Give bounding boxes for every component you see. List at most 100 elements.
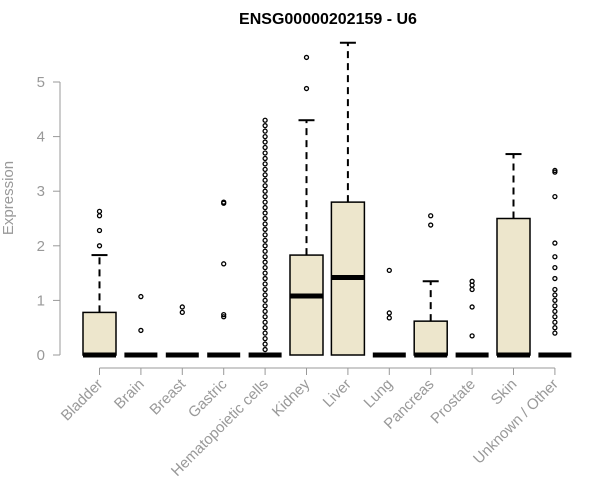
outlier-point	[303, 85, 310, 92]
chart-title: ENSG00000202159 - U6	[239, 11, 417, 28]
outlier-point	[262, 297, 268, 304]
outlier-point	[262, 226, 268, 233]
outlier-point	[469, 286, 475, 293]
box-bladder	[82, 208, 117, 358]
outlier-point	[262, 264, 268, 271]
outlier-point	[262, 199, 268, 205]
box-body	[496, 217, 531, 356]
outlier-point	[262, 346, 268, 353]
outlier-point	[552, 319, 558, 325]
outlier-point	[262, 292, 268, 298]
outlier-point	[262, 117, 268, 123]
outlier-point	[179, 309, 185, 316]
outlier-point	[262, 275, 268, 282]
outlier-point	[262, 237, 268, 243]
outlier-point	[221, 261, 227, 267]
x-tick-label: Prostate	[427, 376, 479, 428]
outlier-point	[221, 199, 227, 205]
box-hematopoietic-cells	[248, 117, 282, 358]
outlier-point	[262, 155, 268, 162]
outlier-point	[552, 297, 558, 304]
box-prostate	[455, 278, 489, 358]
outlier-point	[262, 183, 268, 189]
outlier-point	[552, 264, 558, 271]
outlier-point	[262, 194, 268, 200]
y-axis-label: Expression	[0, 161, 17, 235]
outlier-point	[262, 254, 268, 260]
outlier-point	[428, 213, 434, 219]
outlier-point	[552, 275, 558, 282]
outlier-point	[552, 325, 558, 331]
outlier-point	[262, 308, 268, 314]
outlier-point	[262, 139, 268, 145]
box-breast	[165, 304, 199, 358]
outlier-point	[96, 213, 103, 219]
boxes-group	[82, 41, 572, 358]
outlier-point	[262, 172, 268, 178]
y-tick-label: 2	[37, 238, 45, 255]
outlier-point	[96, 243, 103, 249]
outlier-point	[262, 243, 268, 249]
box-body	[289, 254, 324, 356]
outlier-point	[262, 270, 268, 276]
outlier-point	[552, 330, 558, 336]
outlier-point	[262, 133, 268, 140]
outlier-point	[262, 330, 268, 336]
outlier-point	[96, 227, 103, 234]
outlier-point	[469, 304, 475, 310]
outlier-point	[469, 278, 475, 284]
outlier-point	[552, 314, 558, 320]
x-tick-label: Lung	[361, 376, 397, 412]
box-unknown-other	[538, 167, 572, 358]
outlier-point	[262, 215, 268, 222]
outlier-point	[262, 314, 268, 320]
outlier-point	[262, 259, 268, 265]
outlier-point	[262, 188, 268, 194]
box-kidney	[289, 54, 324, 356]
outlier-point	[552, 254, 558, 260]
x-tick-label: Breast	[146, 375, 189, 418]
outlier-point	[262, 221, 268, 227]
box-skin	[496, 153, 531, 358]
outlier-point	[262, 281, 268, 287]
box-gastric	[207, 199, 241, 358]
outlier-point	[552, 240, 558, 246]
outlier-point	[262, 166, 268, 173]
outlier-point	[262, 335, 268, 342]
outlier-point	[552, 292, 558, 298]
outlier-point	[428, 222, 434, 228]
outlier-point	[262, 286, 268, 293]
outlier-point	[138, 327, 144, 334]
box-lung	[372, 267, 406, 358]
box-body	[413, 320, 448, 356]
outlier-point	[262, 150, 268, 156]
x-tick-label: Skin	[488, 376, 521, 409]
x-tick-label: Brain	[111, 376, 148, 413]
outlier-point	[221, 311, 227, 318]
outlier-point	[138, 293, 144, 300]
outlier-point	[179, 304, 185, 310]
box-liver	[330, 41, 366, 356]
outlier-point	[552, 286, 558, 293]
outlier-point	[262, 210, 268, 216]
outlier-point	[262, 161, 268, 167]
outlier-point	[386, 315, 392, 321]
outlier-point	[262, 123, 268, 129]
y-tick-label: 1	[37, 292, 45, 309]
x-tick-label: Kidney	[269, 375, 314, 420]
outlier-point	[262, 325, 268, 331]
x-tick-label: Liver	[320, 376, 355, 411]
outlier-point	[221, 314, 227, 320]
box-body	[82, 311, 117, 356]
outlier-point	[552, 194, 558, 200]
y-axis: 0 1 2 3 4 5	[37, 74, 61, 364]
outlier-point	[303, 54, 310, 61]
outlier-point	[262, 232, 268, 238]
outlier-point	[552, 303, 558, 309]
y-tick-label: 0	[37, 347, 45, 364]
y-tick-label: 3	[37, 183, 45, 200]
outlier-point	[262, 319, 268, 325]
outlier-point	[386, 310, 392, 316]
outlier-point	[386, 267, 392, 274]
